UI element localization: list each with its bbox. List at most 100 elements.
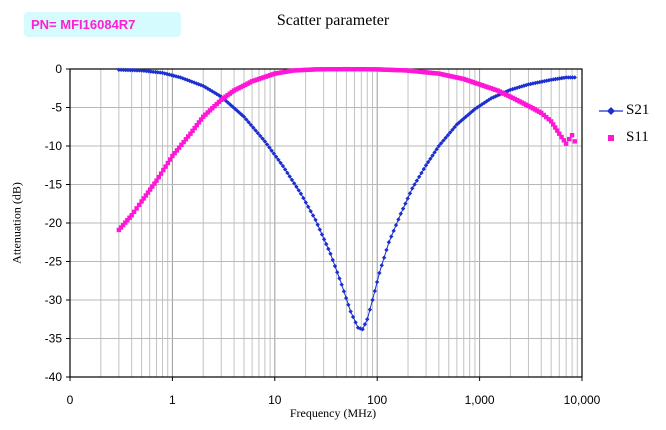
series-s21-point: [546, 78, 552, 83]
series-s11-point: [350, 67, 356, 72]
series-s21-point: [144, 68, 149, 74]
x-tick-label: 0: [67, 393, 74, 407]
series-s11-point: [183, 137, 189, 142]
series-s21-point: [436, 143, 442, 149]
series-s11-point: [390, 67, 395, 73]
series-s11-point: [179, 142, 184, 148]
series-s21-point: [365, 317, 370, 322]
series-s11-point: [397, 68, 402, 73]
series-s21-point: [405, 196, 410, 201]
series-s21-point: [362, 322, 368, 327]
series-s21-point: [454, 122, 460, 127]
series-s21-point: [450, 127, 455, 133]
series-s11-point: [572, 139, 577, 144]
series-s11-point: [313, 67, 318, 72]
legend-s11-label: S11: [626, 129, 649, 145]
series-s11-point: [355, 67, 360, 72]
series-s11-point: [546, 117, 551, 122]
series-s11-point: [174, 148, 180, 153]
part-number-box: PN= MFI16084R7: [24, 12, 181, 37]
legend-s21-swatch: [599, 106, 623, 115]
series-s11-point: [123, 220, 128, 225]
series-s21-point: [370, 297, 375, 303]
series-s11-point: [443, 72, 448, 78]
series-s11-point: [470, 79, 476, 85]
series-s21-point: [332, 263, 338, 269]
series-s21-point: [321, 237, 327, 242]
series-s21-point: [403, 201, 408, 206]
series-s11-point: [394, 67, 400, 73]
series-s11-point: [377, 67, 382, 72]
series-s11-point: [412, 69, 417, 74]
series-s11-point: [150, 184, 155, 189]
series-s11-point: [399, 68, 404, 73]
series-s11-point: [324, 67, 329, 72]
series-s11-point: [196, 120, 202, 125]
series-s21-point: [533, 80, 538, 86]
series-s11-point: [361, 67, 367, 72]
x-axis-title: Frequency (MHz): [289, 406, 377, 420]
series-s21-point: [393, 222, 399, 228]
series-s21-point: [225, 100, 231, 105]
series-s11-point: [147, 187, 153, 192]
series-s11-point: [484, 84, 489, 89]
series-s11-point: [401, 68, 406, 73]
series-s21-point: [335, 270, 340, 275]
series-s21-point: [400, 206, 406, 211]
series-s11-point: [514, 97, 520, 103]
series-s11-point: [539, 110, 544, 116]
series-s11-point: [190, 128, 195, 134]
series-s21-point: [123, 67, 128, 73]
series-s11-point: [430, 70, 435, 76]
y-tick-label: -15: [45, 178, 63, 192]
series-s11-point: [352, 67, 358, 72]
series-s11-point: [335, 67, 340, 72]
series-s11-point: [553, 125, 558, 130]
series-s11-point: [129, 213, 134, 218]
series-s11-point: [488, 86, 494, 91]
series-s21-point: [452, 124, 457, 130]
series-s21-point: [310, 213, 316, 218]
series-s11-point: [419, 69, 424, 75]
series-s11-point: [434, 71, 439, 76]
series-s21-point: [234, 108, 240, 113]
series-s11-point: [317, 67, 323, 72]
series-s11-point: [524, 102, 529, 108]
series-s11-point: [512, 96, 518, 102]
y-tick-label: -20: [45, 216, 63, 230]
series-s11-point: [165, 160, 171, 166]
series-s11-point: [272, 71, 277, 76]
series-s11-point: [131, 209, 137, 215]
series-s21-point: [328, 251, 333, 256]
series-s11-point: [341, 66, 347, 72]
series-s21-point: [326, 246, 331, 252]
series-s21-point: [255, 130, 261, 136]
series-s11-point: [348, 66, 353, 72]
series-s11-point: [172, 151, 177, 156]
series-s11-point: [258, 76, 264, 81]
series-s11-point: [366, 67, 371, 72]
series-s11-point: [479, 82, 485, 88]
x-tick-label: 100: [367, 393, 387, 407]
series-s11-point: [263, 74, 268, 79]
legend-s21-label: S21: [626, 102, 650, 118]
series-s21-point: [306, 204, 311, 210]
series-s11-point: [212, 103, 217, 109]
series-s21-point: [495, 93, 500, 98]
series-s11-point: [337, 67, 342, 72]
series-s21-point: [386, 240, 392, 245]
series-s11-point: [561, 138, 567, 143]
series-s11-point: [457, 75, 462, 81]
y-tick-label: -35: [45, 332, 63, 346]
series-s11-point: [231, 88, 237, 93]
y-tick-label: 0: [55, 62, 62, 76]
series-s21-point: [289, 177, 295, 183]
series-s11-point: [234, 87, 239, 92]
series-s11-point: [270, 72, 275, 77]
series-s21-point: [241, 114, 247, 119]
series-s11-point: [214, 101, 219, 107]
series-s11-point: [339, 66, 345, 72]
series-s21-point: [269, 148, 274, 153]
series-s11-point: [265, 73, 271, 79]
x-tick-label: 1,000: [465, 393, 495, 407]
